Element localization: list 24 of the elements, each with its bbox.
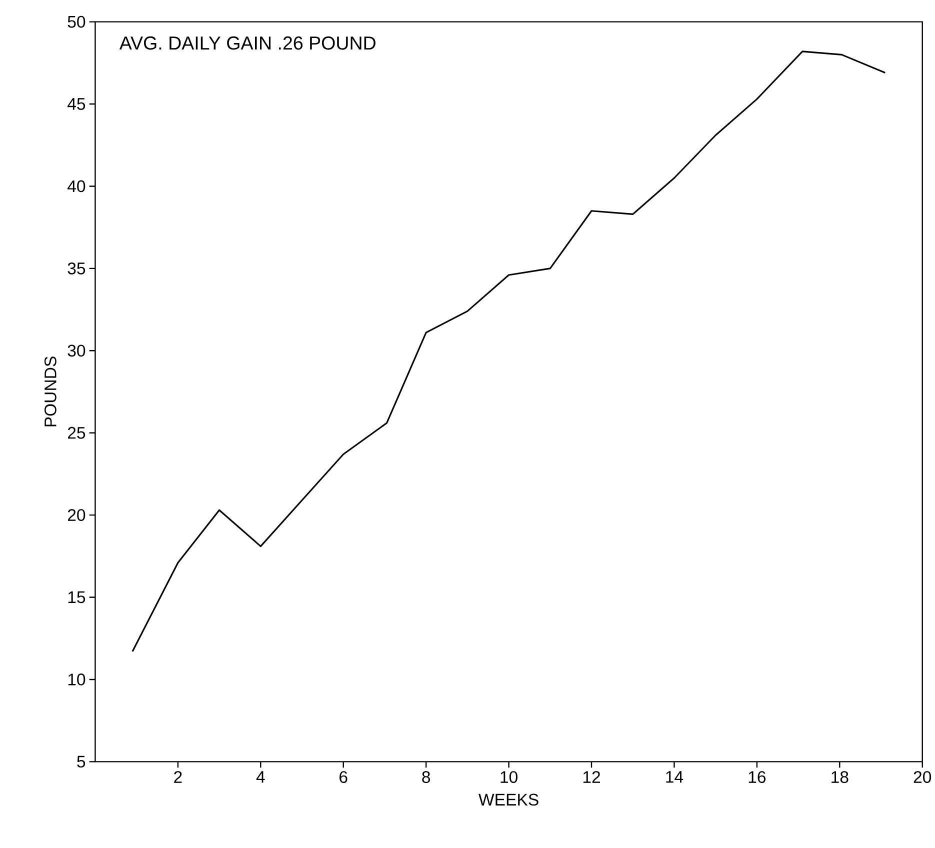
y-tick-label: 5 xyxy=(77,756,86,768)
x-tick-label: 18 xyxy=(832,771,848,784)
annotation: AVG. DAILY GAIN .26 POUND xyxy=(119,36,376,50)
x-tick-label: 16 xyxy=(748,771,766,784)
y-tick-label: 30 xyxy=(68,344,86,357)
y-tick-label: 15 xyxy=(68,591,86,604)
x-axis-title: WEEKS xyxy=(478,794,538,806)
y-tick-label: 20 xyxy=(68,509,86,522)
line-series xyxy=(132,50,886,652)
y-tick-label: 45 xyxy=(68,98,86,110)
x-tick-label: 4 xyxy=(256,771,265,783)
x-tick-label: 6 xyxy=(340,771,348,784)
x-tick-label: 2 xyxy=(174,771,182,783)
x-tick-label: 20 xyxy=(914,771,932,784)
y-tick-label: 40 xyxy=(68,180,86,192)
y-tick-label: 50 xyxy=(68,16,86,28)
y-axis-title: POUNDS xyxy=(44,356,56,426)
x-tick-label: 14 xyxy=(666,771,684,783)
y-tick-label: 35 xyxy=(68,262,86,274)
x-tick-label: 12 xyxy=(583,771,600,783)
x-tick-label: 8 xyxy=(422,771,430,784)
x-tick-label: 10 xyxy=(500,771,518,784)
y-tick-label: 10 xyxy=(68,674,86,686)
y-tick-label: 25 xyxy=(68,426,86,439)
